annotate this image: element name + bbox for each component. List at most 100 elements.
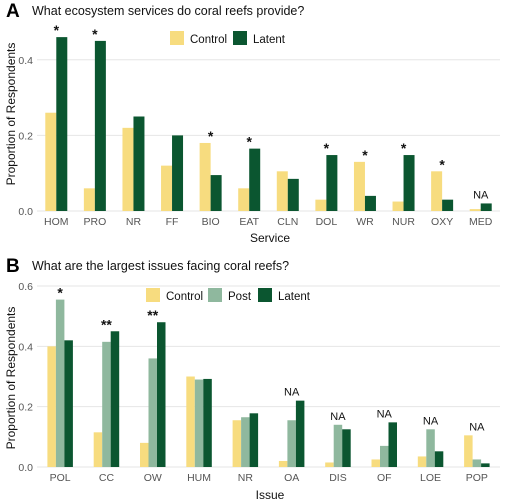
legend-swatch-control	[170, 31, 184, 45]
x-tick-label-nr: NR	[238, 472, 254, 484]
y-tick-label: 0.4	[18, 341, 33, 353]
bar-control-oa	[278, 460, 288, 467]
annotation-pop: NA	[469, 421, 485, 433]
bar-post-dis	[333, 424, 343, 467]
x-tick-label-ow: OW	[144, 472, 162, 484]
x-tick-label-cln: CLN	[277, 216, 298, 228]
x-tick-label-ff: FF	[166, 216, 179, 228]
bar-latent-nr	[249, 413, 259, 467]
bar-latent-oxy	[442, 199, 454, 211]
bar-latent-wr	[364, 195, 376, 211]
annotation-dol: *	[324, 140, 330, 156]
bar-control-pol	[47, 346, 56, 467]
annotation-ow: **	[147, 307, 158, 323]
bar-post-ow	[148, 358, 157, 467]
bar-latent-nur	[403, 155, 415, 211]
panel-b: B What are the largest issues facing cor…	[4, 256, 500, 502]
bar-control-med	[469, 209, 481, 211]
panel-a: A What ecosystem services do coral reefs…	[4, 1, 500, 245]
bar-control-wr	[353, 161, 365, 211]
annotation-hom: *	[54, 22, 60, 38]
bar-latent-pro	[94, 40, 106, 212]
annotation-bio: *	[208, 128, 214, 144]
annotation-eat: *	[246, 134, 252, 150]
legend-swatch-post	[208, 288, 222, 302]
y-tick-label: 0.2	[18, 130, 33, 142]
annotation-cc: **	[101, 316, 112, 332]
legend-swatch-latent	[258, 288, 272, 302]
bar-latent-cc	[110, 331, 120, 467]
panel-b-x-axis-title: Issue	[256, 488, 285, 502]
bar-latent-med	[480, 203, 492, 211]
bar-post-pol	[55, 299, 65, 467]
x-tick-label-pro: PRO	[83, 216, 106, 228]
annotation-loe: NA	[423, 415, 439, 427]
panel-a-plot-area: 0.0 0.2 0.4 HOM * PRO * NR FF BIO * EAT * CLN DOL * WR * N…	[18, 22, 500, 228]
panel-b-legend: Control Post Latent	[146, 288, 311, 303]
panel-a-letter: A	[6, 1, 20, 22]
bar-control-pop	[464, 435, 473, 467]
y-tick-label: 0.4	[18, 55, 33, 67]
bar-post-oa	[287, 420, 296, 467]
x-tick-label-dis: DIS	[329, 472, 347, 484]
bar-control-dis	[325, 462, 334, 467]
bar-control-oxy	[431, 171, 443, 211]
annotation-pol: *	[57, 285, 63, 301]
x-tick-label-nur: NUR	[392, 216, 415, 228]
bar-post-hum	[194, 379, 204, 467]
bar-control-cln	[276, 171, 288, 211]
bar-latent-pop	[481, 463, 490, 467]
bar-latent-nr	[133, 116, 145, 211]
legend-label-control: Control	[190, 34, 227, 46]
x-tick-label-bio: BIO	[202, 216, 220, 228]
bar-post-loe	[426, 429, 435, 467]
annotation-oxy: *	[439, 156, 445, 172]
panel-a-legend: Control Latent	[170, 31, 286, 46]
annotation-med: NA	[473, 189, 489, 201]
bar-control-of	[371, 459, 380, 467]
panel-b-y-axis-title: Proportion of Respondents	[4, 307, 18, 450]
bar-control-hom	[45, 112, 57, 211]
panel-b-plot-area: 0.0 0.2 0.4 0.6 POL * CC ** OW ** HUM NR OA NA DIS NA OF…	[18, 281, 500, 484]
bar-latent-hom	[56, 37, 68, 212]
bar-latent-dol	[326, 155, 338, 211]
bar-latent-ff	[172, 135, 184, 211]
legend-label-control: Control	[166, 291, 203, 303]
x-tick-label-pol: POL	[50, 472, 71, 484]
bar-latent-ow	[157, 322, 166, 467]
legend-swatch-latent	[233, 31, 247, 45]
y-tick-label: 0.0	[18, 206, 33, 218]
panel-a-title: What ecosystem services do coral reefs p…	[32, 4, 304, 18]
bar-latent-loe	[434, 451, 444, 467]
panel-b-title: What are the largest issues facing coral…	[32, 259, 289, 273]
bar-latent-hum	[203, 378, 212, 467]
panel-b-letter: B	[6, 256, 20, 277]
bar-post-nr	[241, 417, 250, 467]
x-tick-label-pop: POP	[466, 472, 488, 484]
y-tick-label: 0.6	[18, 281, 33, 293]
y-tick-label: 0.0	[18, 462, 33, 474]
bar-control-nr	[122, 127, 134, 211]
bar-latent-oa	[295, 400, 305, 467]
legend-label-latent: Latent	[278, 291, 311, 303]
x-tick-label-cc: CC	[99, 472, 115, 484]
bar-control-eat	[238, 188, 250, 211]
bar-control-bio	[199, 142, 211, 211]
x-tick-label-hum: HUM	[187, 472, 211, 484]
annotation-of: NA	[377, 408, 393, 420]
bar-latent-cln	[287, 178, 299, 211]
bar-latent-pol	[64, 340, 73, 467]
bar-control-dol	[315, 199, 327, 211]
x-tick-label-wr: WR	[356, 216, 374, 228]
bar-control-nr	[232, 420, 242, 467]
bar-post-cc	[102, 341, 111, 467]
x-tick-label-nr: NR	[126, 216, 142, 228]
legend-label-latent: Latent	[253, 34, 286, 46]
x-tick-label-hom: HOM	[44, 216, 69, 228]
x-tick-label-oxy: OXY	[431, 216, 453, 228]
annotation-wr: *	[362, 147, 368, 163]
bar-latent-of	[388, 422, 397, 467]
annotation-dis: NA	[330, 411, 346, 423]
bar-post-of	[380, 445, 389, 467]
